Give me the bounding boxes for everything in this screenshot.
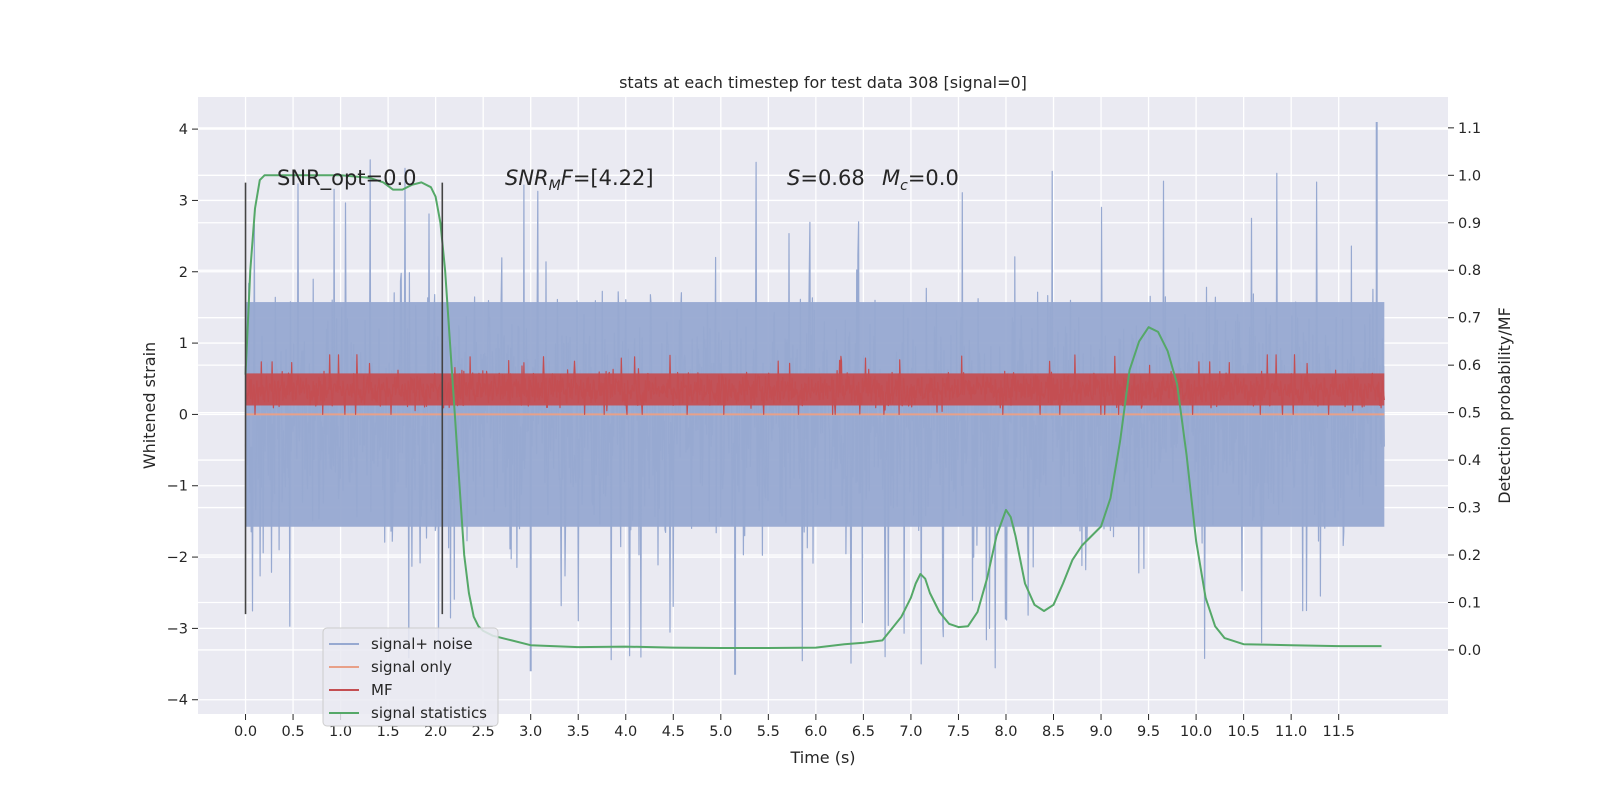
annotation-snr-mf: SNRMF=[4.22] bbox=[505, 166, 654, 194]
x-tick-label: 6.0 bbox=[804, 724, 827, 740]
x-tick-label: 0.0 bbox=[234, 724, 257, 740]
x-tick-label: 10.5 bbox=[1227, 724, 1259, 740]
x-tick-label: 4.0 bbox=[614, 724, 637, 740]
y2-tick-label: 0.5 bbox=[1458, 406, 1481, 422]
annotation-mc: Mc=0.0 bbox=[882, 166, 959, 194]
y2-tick-label: 0.1 bbox=[1458, 595, 1481, 611]
y2-tick-label: 0.4 bbox=[1458, 453, 1481, 469]
x-tick-label: 10.0 bbox=[1180, 724, 1212, 740]
series-line-mf bbox=[244, 354, 1385, 415]
x-tick-label: 7.0 bbox=[899, 724, 922, 740]
annotation-mc-sub: c bbox=[900, 178, 908, 194]
y-tick-label: −1 bbox=[167, 479, 188, 495]
x-tick-label: 1.0 bbox=[329, 724, 352, 740]
x-tick-label: 5.0 bbox=[709, 724, 732, 740]
annotation-snr-mf-sub: M bbox=[549, 178, 561, 194]
annotation-snr-mf-value: =[4.22] bbox=[573, 166, 654, 190]
annotation-mc-symbol: M bbox=[882, 166, 900, 190]
annotation-s: S=0.68 bbox=[787, 166, 865, 190]
legend-label: signal only bbox=[371, 658, 452, 676]
chart-title: stats at each timestep for test data 308… bbox=[619, 73, 1027, 92]
y-tick-label: 0 bbox=[179, 407, 188, 423]
y2-tick-label: 0.2 bbox=[1458, 548, 1481, 564]
x-tick-label: 9.5 bbox=[1137, 724, 1160, 740]
x-tick-label: 2.0 bbox=[424, 724, 447, 740]
y-tick-label: −2 bbox=[167, 550, 188, 566]
x-tick-label: 6.5 bbox=[852, 724, 875, 740]
legend-label: MF bbox=[371, 681, 393, 699]
annotation-mc-value: =0.0 bbox=[908, 166, 959, 190]
y-tick-label: 4 bbox=[179, 122, 188, 138]
y-tick-label: 3 bbox=[179, 193, 188, 209]
x-tick-label: 5.5 bbox=[757, 724, 780, 740]
x-tick-label: 4.5 bbox=[662, 724, 685, 740]
y-tick-label: −3 bbox=[167, 621, 188, 637]
x-tick-label: 8.0 bbox=[994, 724, 1017, 740]
legend-box bbox=[322, 627, 499, 727]
x-axis-label: Time (s) bbox=[789, 748, 855, 767]
x-tick-label: 3.0 bbox=[519, 724, 542, 740]
series-line-signal-statistics bbox=[244, 174, 1382, 649]
annotation-snr-mf-symbol: SNR bbox=[505, 166, 549, 190]
annotation-s-value: =0.68 bbox=[800, 166, 864, 190]
y2-tick-label: 0.3 bbox=[1458, 501, 1481, 517]
y2-tick-label: 0.6 bbox=[1458, 358, 1481, 374]
axis-ticks: 0.0 0.5 1.0 1.5 2.0 2.5 3.0 3.5 4.0 4.5 5.0 5.5 6.0 6… bbox=[167, 121, 1481, 740]
legend-label: signal statistics bbox=[371, 704, 487, 722]
x-tick-label: 1.5 bbox=[377, 724, 400, 740]
annotation-snr-mf-symbol2: F bbox=[561, 166, 574, 190]
x-tick-label: 11.0 bbox=[1275, 724, 1307, 740]
y2-tick-label: 0.9 bbox=[1458, 216, 1481, 232]
y2-tick-label: 0.0 bbox=[1458, 643, 1481, 659]
y2-tick-label: 0.8 bbox=[1458, 263, 1481, 279]
x-tick-label: 8.5 bbox=[1042, 724, 1065, 740]
y2-tick-label: 0.7 bbox=[1458, 311, 1481, 327]
x-tick-label: 3.5 bbox=[567, 724, 590, 740]
x-tick-label: 7.5 bbox=[947, 724, 970, 740]
y2-tick-label: 1.1 bbox=[1458, 121, 1481, 137]
legend: signal+ noise signal only MF signal statist… bbox=[322, 627, 499, 727]
y2-axis-label: Detection probability/MF bbox=[1495, 307, 1514, 504]
x-tick-label: 11.5 bbox=[1323, 724, 1355, 740]
annotation-s-symbol: S bbox=[787, 166, 800, 190]
y-axis-label: Whitened strain bbox=[140, 342, 159, 469]
x-tick-label: 0.5 bbox=[282, 724, 305, 740]
y-tick-label: 1 bbox=[179, 336, 188, 352]
y-tick-label: −4 bbox=[167, 693, 188, 709]
legend-label: signal+ noise bbox=[371, 635, 473, 653]
y-tick-label: 2 bbox=[179, 265, 188, 281]
plot-series-layer bbox=[244, 121, 1385, 675]
x-tick-label: 9.0 bbox=[1090, 724, 1113, 740]
x-tick-label: 2.5 bbox=[472, 724, 495, 740]
y2-tick-label: 1.0 bbox=[1458, 168, 1481, 184]
annotation-snr-opt: SNR_opt=0.0 bbox=[277, 166, 417, 191]
